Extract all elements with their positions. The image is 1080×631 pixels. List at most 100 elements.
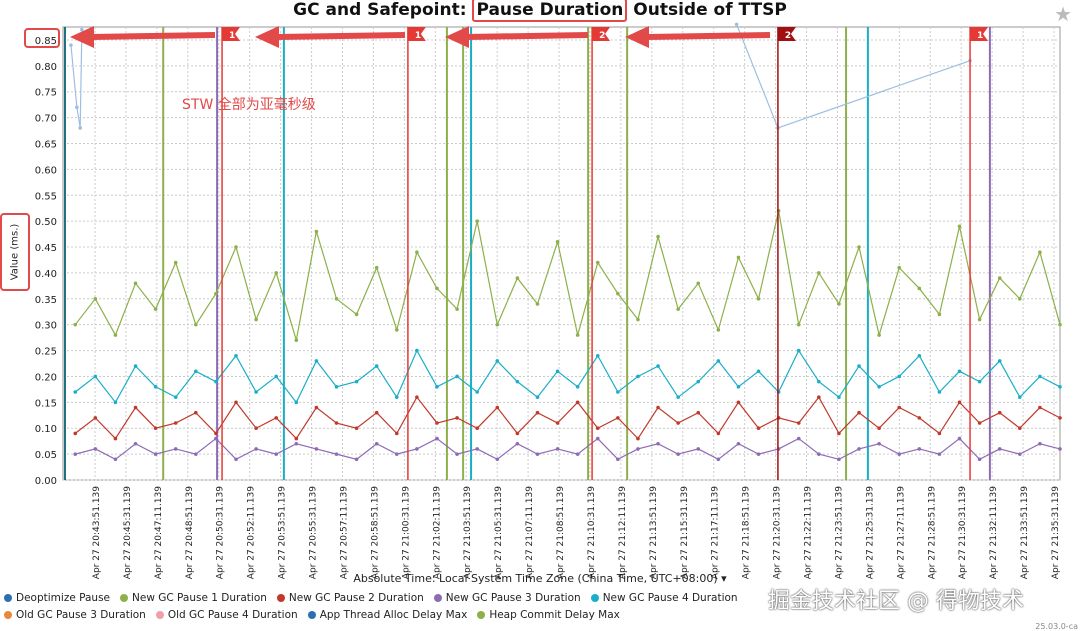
legend-item[interactable]: New GC Pause 1 Duration xyxy=(120,590,267,607)
x-tick-label: Apr 27 21:18:51.139 xyxy=(742,486,752,579)
legend-item[interactable]: New GC Pause 3 Duration xyxy=(433,590,581,607)
legend-label: App Thread Alloc Delay Max xyxy=(319,609,468,621)
data-point xyxy=(877,426,881,431)
data-point xyxy=(314,405,319,410)
data-point xyxy=(133,441,138,446)
annotation-arrowhead xyxy=(70,26,94,48)
data-point xyxy=(515,276,520,280)
legend-item[interactable]: Deoptimize Pause xyxy=(4,590,110,607)
data-point xyxy=(455,416,459,420)
data-point xyxy=(595,353,600,358)
data-point xyxy=(957,369,962,374)
x-tick-label: Apr 27 21:02:11.139 xyxy=(432,486,442,579)
data-point xyxy=(515,379,520,384)
y-tick-label: 0.85 xyxy=(35,36,57,47)
data-point xyxy=(937,390,942,394)
data-point xyxy=(937,431,942,436)
data-point xyxy=(455,452,459,456)
data-point xyxy=(254,390,258,394)
data-point xyxy=(796,421,801,425)
data-point xyxy=(173,421,178,425)
data-point xyxy=(716,457,721,462)
data-point xyxy=(153,385,158,389)
data-point xyxy=(354,379,359,384)
data-point xyxy=(415,395,419,399)
data-point xyxy=(616,390,620,394)
data-point xyxy=(575,385,580,389)
legend-label: Old GC Pause 3 Duration xyxy=(16,609,146,621)
data-point xyxy=(374,441,379,446)
legend-item[interactable]: App Thread Alloc Delay Max xyxy=(307,607,468,624)
data-point xyxy=(977,379,982,384)
data-point xyxy=(294,400,299,405)
data-point xyxy=(957,436,962,441)
data-point xyxy=(977,317,982,322)
data-point xyxy=(636,447,640,451)
data-point xyxy=(73,390,78,394)
data-point xyxy=(535,395,540,399)
legend-marker-icon xyxy=(477,611,486,619)
legend-item[interactable]: Old GC Pause 4 Duration xyxy=(155,607,298,624)
data-point xyxy=(616,291,620,296)
x-axis-label[interactable]: Absolute Time: Local System Time Zone (C… xyxy=(353,572,727,585)
data-point xyxy=(435,436,439,441)
data-point xyxy=(475,426,479,431)
data-point xyxy=(575,400,580,405)
legend-item[interactable]: New GC Pause 2 Duration xyxy=(276,590,424,607)
annotation-note: STW 全部为亚毫秒级 xyxy=(182,97,316,113)
data-point xyxy=(957,400,962,405)
star-icon[interactable]: ★ xyxy=(1054,2,1072,26)
x-tick-label: Apr 27 21:35:31.139 xyxy=(1051,486,1061,579)
x-tick-label: Apr 27 20:43:51.139 xyxy=(92,486,102,579)
legend-item[interactable]: New GC Pause 4 Duration xyxy=(590,590,738,607)
x-tick-label: Apr 27 20:53:51.139 xyxy=(278,486,288,579)
legend-label: Heap Commit Delay Max xyxy=(489,609,620,621)
data-point xyxy=(173,260,178,265)
data-point xyxy=(756,369,761,374)
data-point xyxy=(636,436,640,441)
data-point xyxy=(73,452,78,456)
legend-item[interactable]: Heap Commit Delay Max xyxy=(477,607,620,624)
x-tick-label: Apr 27 20:57:11.139 xyxy=(339,486,349,579)
data-point xyxy=(736,400,741,405)
series-line xyxy=(75,437,1061,461)
data-point xyxy=(696,379,701,384)
x-tick-label: Apr 27 21:13:51.139 xyxy=(649,486,659,579)
data-point xyxy=(475,219,479,223)
legend-marker-icon xyxy=(276,594,285,602)
data-point xyxy=(214,431,218,436)
x-tick-label: Apr 27 20:52:11.139 xyxy=(247,486,257,579)
series-line xyxy=(74,210,1061,341)
annotation-arrowhead xyxy=(445,26,469,48)
data-point xyxy=(194,452,198,456)
data-point xyxy=(334,421,339,425)
x-tick-label: Apr 27 20:58:51.139 xyxy=(370,486,380,579)
legend-item[interactable]: Old GC Pause 3 Duration xyxy=(4,607,146,624)
data-point xyxy=(837,302,841,306)
x-tick-label: Apr 27 21:25:31.139 xyxy=(865,486,875,579)
chart-title: GC and Safepoint: Pause Duration Outside… xyxy=(0,0,1080,22)
event-flag-label: 1 xyxy=(415,31,421,41)
y-tick-label: 0.65 xyxy=(35,139,57,150)
data-point xyxy=(1018,426,1022,431)
data-point xyxy=(153,426,158,431)
watermark: 掘金技术社区 @ 得物技术 xyxy=(768,589,1024,614)
data-point xyxy=(334,385,339,389)
data-point xyxy=(495,322,500,327)
data-point xyxy=(595,260,600,265)
data-point xyxy=(374,410,379,415)
event-flag xyxy=(592,27,611,41)
x-tick-label: Apr 27 21:23:51.139 xyxy=(834,486,844,579)
legend-marker-icon xyxy=(4,611,12,619)
x-tick-label: Apr 27 21:22:11.139 xyxy=(804,486,814,579)
series-line xyxy=(74,349,1061,404)
data-point xyxy=(736,385,741,389)
y-tick-label: 0.25 xyxy=(35,347,57,358)
data-point xyxy=(636,317,640,322)
data-point xyxy=(656,441,660,446)
data-point xyxy=(515,431,520,436)
data-point xyxy=(214,291,218,296)
plot-frame xyxy=(62,26,1061,481)
data-point xyxy=(897,405,902,410)
